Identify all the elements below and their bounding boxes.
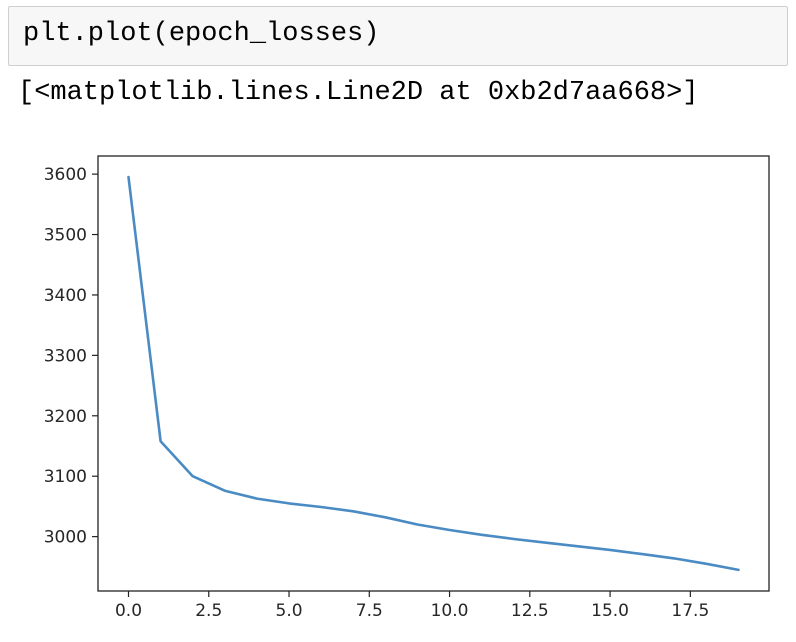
y-tick-label: 3100 <box>44 467 87 487</box>
x-tick-label: 5.0 <box>276 601 303 621</box>
code-input-cell[interactable]: plt.plot(epoch_losses) <box>8 6 788 66</box>
x-tick-label: 2.5 <box>195 601 222 621</box>
y-tick-label: 3600 <box>44 165 87 185</box>
x-tick-label: 0.0 <box>115 601 142 621</box>
x-tick-label: 17.5 <box>671 601 709 621</box>
y-tick-label: 3500 <box>44 226 87 246</box>
code-input-text[interactable]: plt.plot(epoch_losses) <box>23 19 380 49</box>
y-tick-label: 3000 <box>44 528 87 548</box>
y-tick-label: 3300 <box>44 346 87 366</box>
y-tick-label: 3200 <box>44 407 87 427</box>
x-tick-label: 12.5 <box>511 601 549 621</box>
series-line-epoch-losses <box>127 175 740 572</box>
cell-output-text: [<matplotlib.lines.Line2D at 0xb2d7aa668… <box>18 78 699 108</box>
x-tick-label: 10.0 <box>431 601 469 621</box>
x-tick-label: 7.5 <box>356 601 383 621</box>
y-tick-label: 3400 <box>44 286 87 306</box>
plot-area-frame <box>97 155 770 592</box>
x-tick-label: 15.0 <box>591 601 629 621</box>
